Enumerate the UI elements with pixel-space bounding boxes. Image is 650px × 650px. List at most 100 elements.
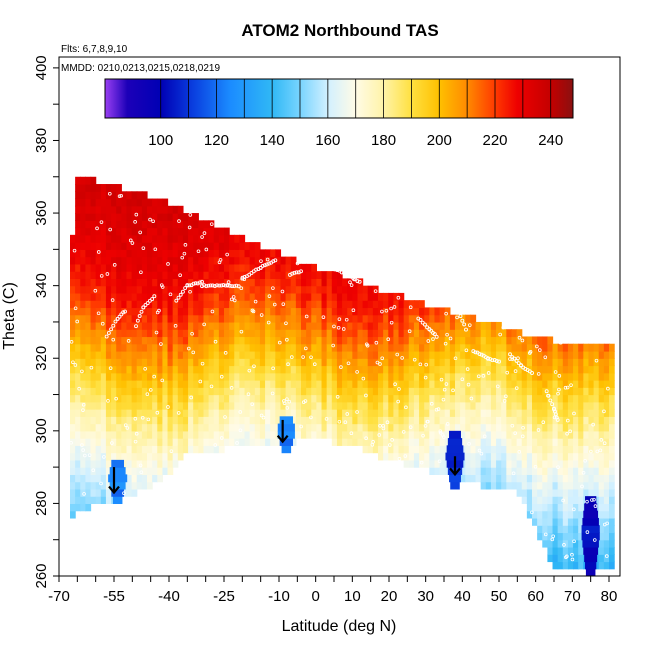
anomaly-cell xyxy=(277,430,295,439)
heat-cell xyxy=(167,321,174,330)
heat-cell xyxy=(280,343,287,352)
heat-cell xyxy=(413,423,420,432)
obs-point xyxy=(556,465,560,469)
heat-cell xyxy=(419,372,425,381)
heat-cell xyxy=(490,321,497,330)
heat-cell xyxy=(429,358,436,367)
heat-cell xyxy=(75,416,81,425)
heat-cell xyxy=(521,343,528,352)
heat-cell xyxy=(95,343,102,352)
heat-cell xyxy=(224,329,230,338)
heat-cell xyxy=(254,350,261,359)
heat-cell xyxy=(506,336,513,345)
heat-cell xyxy=(116,336,122,345)
heat-cell xyxy=(203,409,210,417)
heat-cell xyxy=(259,387,266,396)
heat-cell xyxy=(116,350,122,359)
heat-cell xyxy=(162,213,169,221)
obs-point xyxy=(595,449,600,454)
heat-cell xyxy=(460,372,466,381)
heat-cell xyxy=(357,336,364,345)
obs-point xyxy=(510,423,515,428)
heat-cell xyxy=(254,249,261,258)
heat-cell xyxy=(229,321,235,330)
heat-cell xyxy=(167,307,174,316)
heat-cell xyxy=(111,234,117,243)
heat-cell xyxy=(244,263,251,272)
heat-cell xyxy=(383,307,389,316)
heat-cell xyxy=(167,358,174,367)
heat-cell xyxy=(295,387,302,396)
obs-point xyxy=(289,355,294,359)
heat-cell xyxy=(439,430,446,439)
heat-cell xyxy=(121,488,128,497)
heat-cell xyxy=(85,278,92,287)
heat-cell xyxy=(460,365,466,374)
heat-cell xyxy=(331,278,338,287)
heat-cell xyxy=(188,401,194,410)
heat-cell xyxy=(203,358,210,367)
heat-cell xyxy=(244,430,251,439)
heat-cell xyxy=(182,372,189,381)
heat-cell xyxy=(413,430,420,439)
heat-cell xyxy=(254,307,261,316)
heat-cell xyxy=(208,438,215,446)
obs-point xyxy=(130,241,135,245)
heat-cell xyxy=(326,285,333,294)
heat-cell xyxy=(100,278,107,287)
heat-cell xyxy=(265,300,271,309)
heat-cell xyxy=(475,380,482,388)
y-tick-label: 360 xyxy=(33,201,50,226)
heat-cell xyxy=(598,409,605,417)
heat-cell xyxy=(126,242,133,250)
heat-cell xyxy=(547,358,554,367)
heat-cell xyxy=(193,314,199,323)
heat-cell xyxy=(188,409,194,417)
heat-cell xyxy=(347,350,353,359)
heat-cell xyxy=(424,350,430,359)
heat-cell xyxy=(167,234,174,243)
heat-cell xyxy=(121,329,128,338)
heat-cell xyxy=(490,401,497,410)
heat-cell xyxy=(90,307,97,316)
heat-cell xyxy=(496,380,502,388)
heat-cell xyxy=(311,401,317,410)
heat-cell xyxy=(465,445,471,454)
obs-point xyxy=(80,443,84,447)
obs-point xyxy=(447,297,452,302)
heat-cell xyxy=(372,321,379,330)
heat-cell xyxy=(85,227,92,236)
heat-cell xyxy=(557,503,564,512)
heat-cell xyxy=(439,380,446,388)
heat-cell xyxy=(213,263,220,272)
heat-cell xyxy=(239,416,246,425)
obs-point xyxy=(168,292,173,297)
heat-cell xyxy=(306,307,312,316)
heat-cell xyxy=(80,350,86,359)
heat-cell xyxy=(234,256,240,265)
heat-cell xyxy=(147,263,153,272)
heat-cell xyxy=(413,380,420,388)
heat-cell xyxy=(105,292,112,301)
heat-cell xyxy=(419,401,425,410)
heat-cell xyxy=(542,517,548,526)
obs-point xyxy=(117,194,122,198)
heat-cell xyxy=(157,474,163,483)
heat-cell xyxy=(311,292,317,301)
heat-cell xyxy=(506,343,513,352)
obs-point xyxy=(324,417,329,421)
obs-point xyxy=(139,270,143,275)
heat-cell xyxy=(203,249,210,258)
heat-cell xyxy=(290,321,297,330)
heat-cell xyxy=(311,314,317,323)
heat-cell xyxy=(449,343,456,352)
heat-cell xyxy=(526,474,533,483)
heat-cell xyxy=(362,314,369,323)
obs-point xyxy=(401,430,406,434)
heat-cell xyxy=(203,343,210,352)
heat-cell xyxy=(116,329,122,338)
heat-cell xyxy=(295,292,302,301)
heat-cell xyxy=(521,474,528,483)
heat-cell xyxy=(542,459,548,468)
heat-cell xyxy=(198,380,205,388)
